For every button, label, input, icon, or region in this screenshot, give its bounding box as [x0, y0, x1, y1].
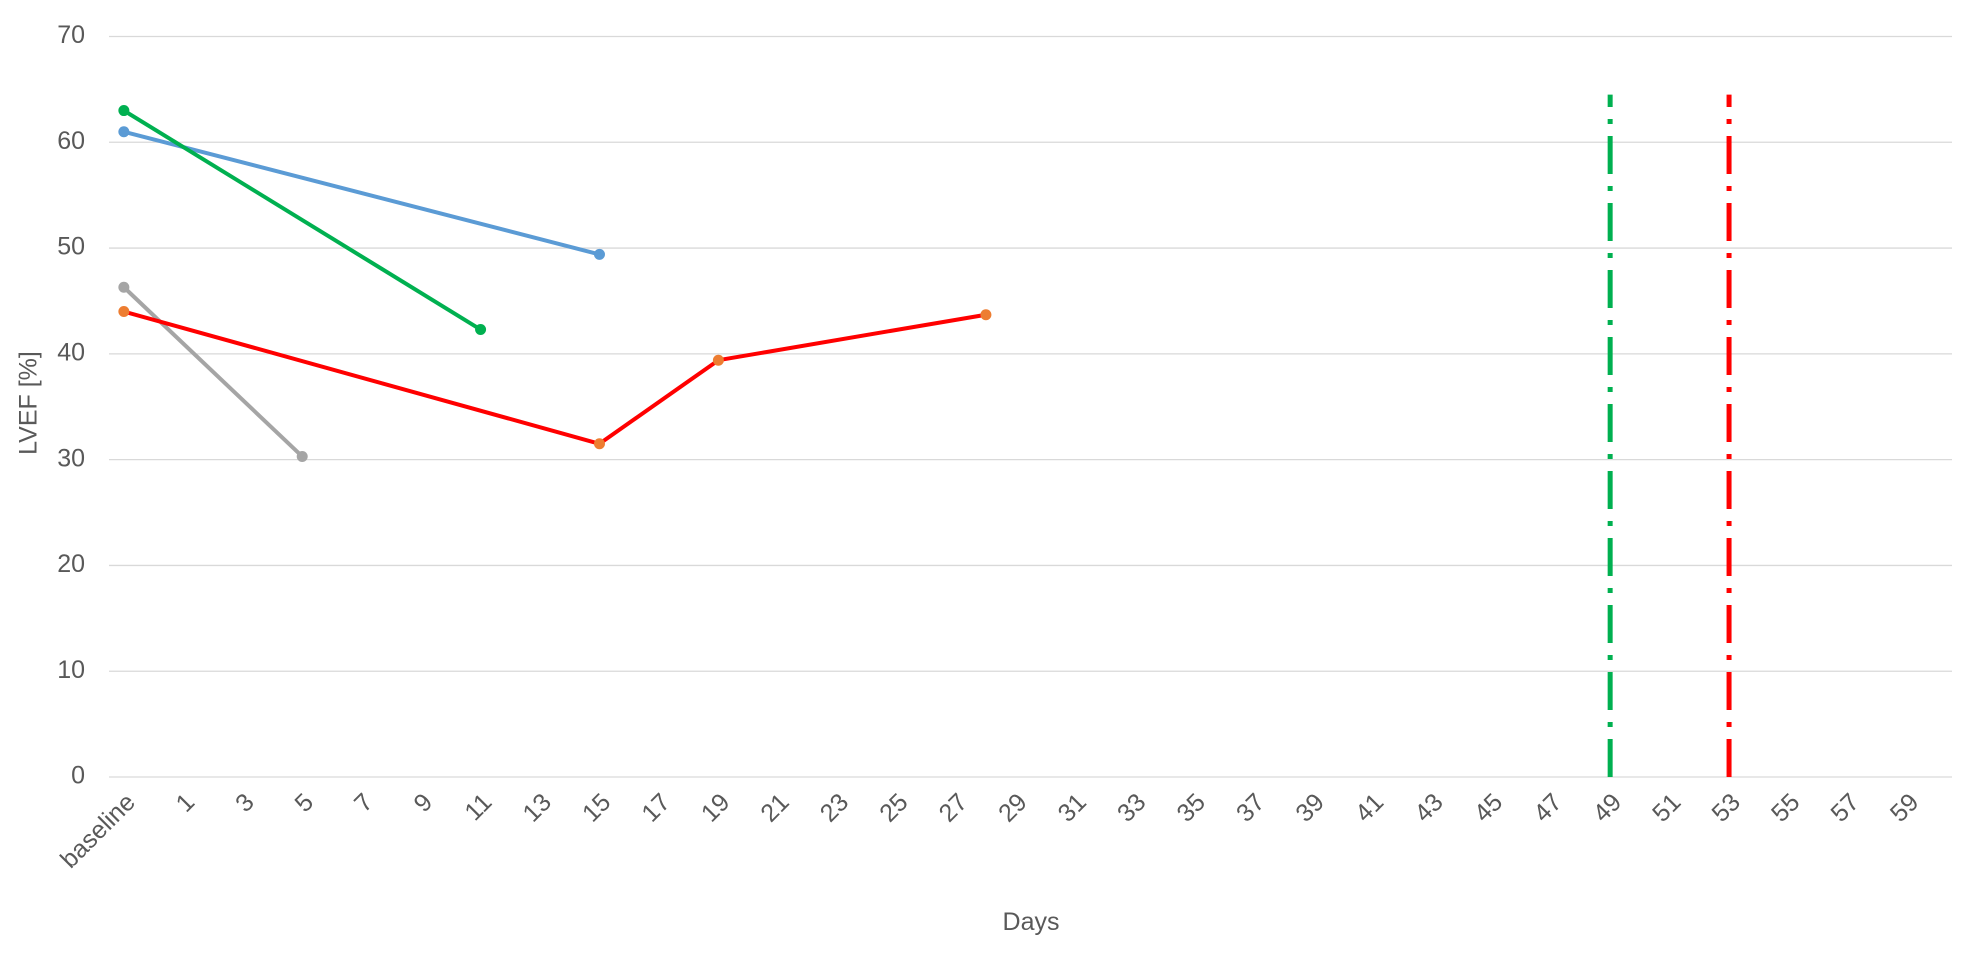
x-tick-label: 31	[1053, 788, 1092, 827]
y-tick-label: 40	[57, 338, 85, 366]
y-tick-label: 70	[57, 21, 85, 49]
y-tick-label: 60	[57, 127, 85, 155]
marker	[475, 324, 487, 336]
x-tick-label: 41	[1350, 788, 1389, 827]
marker	[118, 306, 130, 318]
x-tick-label: 25	[874, 788, 913, 827]
series-line	[122, 285, 304, 458]
x-tick-label: 15	[577, 788, 616, 827]
x-tick-label: 27	[934, 788, 973, 827]
x-tick-label: 1	[171, 788, 201, 818]
y-axis-title: LVEF [%]	[15, 351, 43, 455]
y-tick-label: 50	[57, 233, 85, 261]
x-tick-label: 19	[696, 788, 735, 827]
x-tick-label: 9	[408, 788, 438, 818]
x-tick-label: 55	[1766, 788, 1805, 827]
x-tick-label: 43	[1409, 788, 1448, 827]
x-tick-label: 37	[1231, 788, 1270, 827]
x-tick-label: 51	[1647, 788, 1686, 827]
marker	[980, 309, 992, 321]
marker	[593, 438, 605, 450]
x-tick-label: 21	[755, 788, 794, 827]
x-tick-label: 7	[349, 788, 379, 818]
x-tick-label: 45	[1469, 788, 1508, 827]
x-tick-label: 57	[1825, 788, 1864, 827]
marker	[296, 450, 308, 462]
y-tick-label: 30	[57, 444, 85, 472]
x-tick-label: 5	[290, 788, 320, 818]
x-tick-label: 33	[1112, 788, 1151, 827]
y-tick-label: 10	[57, 656, 85, 684]
x-tick-label: 3	[230, 788, 260, 818]
x-tick-label: 17	[636, 788, 675, 827]
y-tick-label: 20	[57, 550, 85, 578]
x-tick-label: 39	[1290, 788, 1329, 827]
marker	[593, 248, 605, 260]
x-tick-label: 59	[1885, 788, 1924, 827]
x-tick-label: 35	[1171, 788, 1210, 827]
series-line	[123, 129, 600, 257]
x-tick-label: 29	[993, 788, 1032, 827]
x-axis-title: Days	[1003, 908, 1060, 936]
marker	[118, 126, 130, 138]
x-tick-label: baseline	[55, 788, 141, 874]
x-tick-label: 13	[517, 788, 556, 827]
x-tick-label: 47	[1528, 788, 1567, 827]
x-tick-label: 49	[1588, 788, 1627, 827]
y-tick-label: 0	[71, 762, 85, 790]
marker	[118, 281, 130, 293]
series-line	[122, 108, 482, 332]
series-line	[123, 309, 987, 446]
x-tick-label: 53	[1707, 788, 1746, 827]
x-tick-label: 23	[815, 788, 854, 827]
marker	[712, 354, 724, 366]
x-tick-label: 11	[459, 788, 497, 826]
marker	[118, 105, 130, 117]
